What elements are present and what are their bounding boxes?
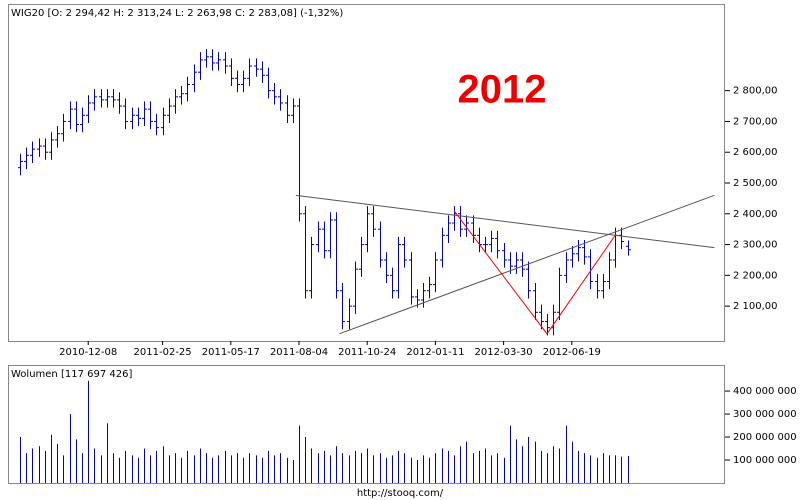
chart-title: WIG20 [O: 2 294,42 H: 2 313,24 L: 2 263,… (11, 8, 343, 19)
volume-panel (8, 365, 725, 484)
trend-line (295, 194, 715, 249)
x-tick-label: 2011-02-25 (134, 347, 192, 358)
y-tick-label: 2 200,00 (733, 270, 778, 281)
y-tick-label: 2 400,00 (733, 209, 778, 220)
price-panel (8, 4, 725, 342)
volume-title: Wolumen [117 697 426] (11, 369, 132, 380)
x-tick-label: 2012-01-11 (406, 347, 464, 358)
trend-line (453, 210, 616, 335)
y-tick-label: 2 300,00 (733, 240, 778, 251)
x-tick-label: 2012-06-19 (543, 347, 601, 358)
y-tick-label: 2 500,00 (733, 178, 778, 189)
x-tick-label: 2011-10-24 (338, 347, 396, 358)
y-tick-label: 2 800,00 (733, 86, 778, 97)
volume-tick-label: 200 000 000 (733, 432, 797, 443)
source: http://stooq.com/ (357, 488, 444, 499)
volume-tick-label: 100 000 000 (733, 455, 797, 466)
y-tick-label: 2 600,00 (733, 147, 778, 158)
annotation: 2012 (458, 68, 547, 112)
x-tick-label: 2011-08-04 (270, 347, 328, 358)
y-tick-label: 2 100,00 (733, 301, 778, 312)
volume-tick-label: 400 000 000 (733, 386, 797, 397)
x-tick-label: 2011-05-17 (202, 347, 260, 358)
volume-tick-label: 300 000 000 (733, 409, 797, 420)
x-tick-label: 2012-03-30 (475, 347, 533, 358)
x-tick-label: 2010-12-08 (59, 347, 117, 358)
y-tick-label: 2 700,00 (733, 116, 778, 127)
trend-line (339, 194, 715, 335)
